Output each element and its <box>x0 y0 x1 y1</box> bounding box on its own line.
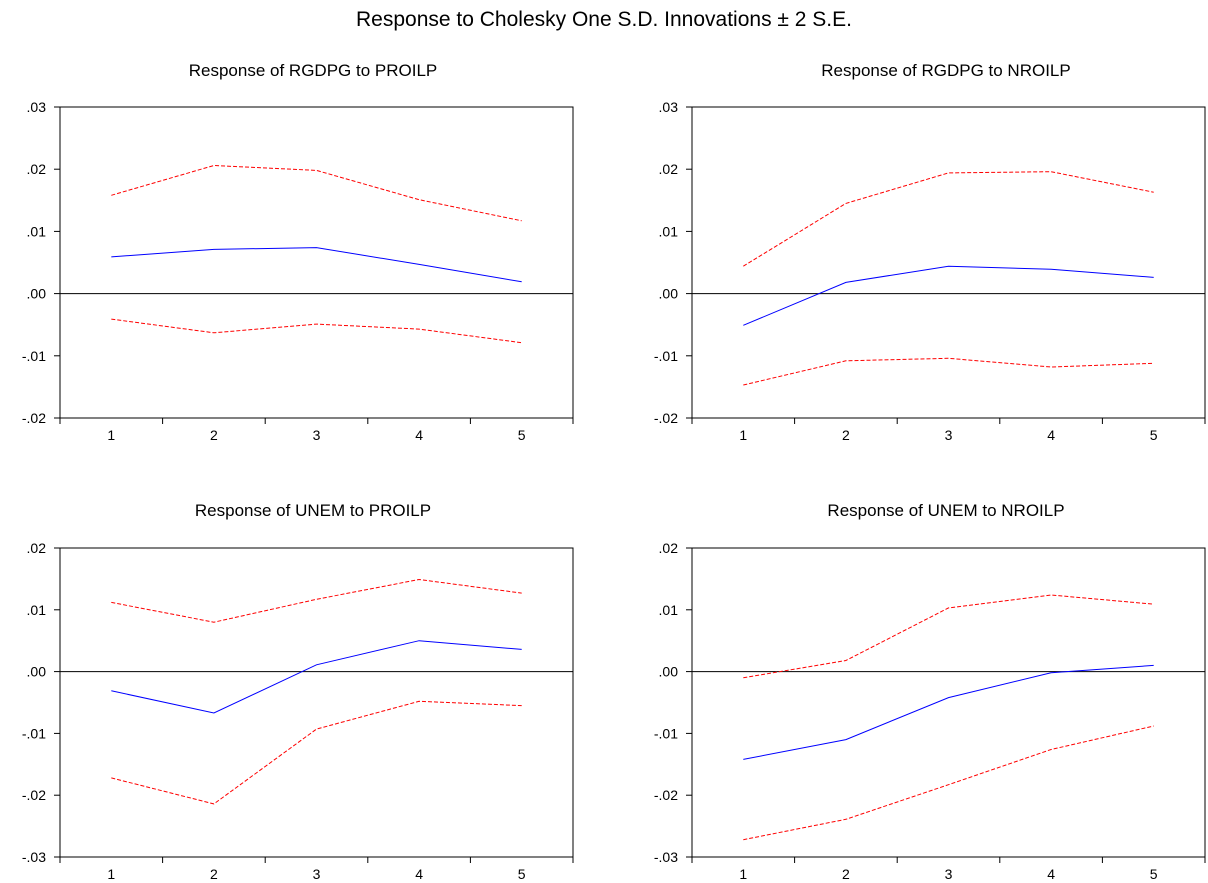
y-tick-label: .03 <box>27 99 47 115</box>
y-tick-label: .02 <box>27 540 47 556</box>
y-tick-label: -.02 <box>654 787 678 803</box>
panel-title-unem-proilp: Response of UNEM to PROILP <box>194 501 432 520</box>
x-tick-label: 5 <box>518 427 526 443</box>
panel-title-unem-nroilp: Response of UNEM to NROILP <box>827 501 1065 520</box>
upper-band-line <box>111 164 522 222</box>
x-tick-label: 5 <box>518 866 526 882</box>
x-tick-label: 3 <box>313 866 321 882</box>
x-tick-label: 3 <box>313 427 321 443</box>
x-tick-label: 5 <box>1150 866 1158 882</box>
response-line <box>111 247 522 283</box>
y-tick-label: .01 <box>27 223 47 239</box>
x-tick-label: 2 <box>842 427 850 443</box>
y-tick-label: -.02 <box>654 410 678 426</box>
upper-band-line <box>111 578 522 623</box>
response-line <box>111 640 522 714</box>
chart-rgdpg-nroilp: .03 .02 .01 .00 -.01 -.02 1 2 3 4 5 <box>654 99 1206 443</box>
y-tick-label: .02 <box>659 161 679 177</box>
plot-frame <box>691 547 1206 858</box>
panel-title-rgdpg-nroilp: Response of RGDPG to NROILP <box>821 61 1071 80</box>
y-tick-label: -.01 <box>654 725 678 741</box>
y-tick-label: -.02 <box>22 410 46 426</box>
y-tick-label: .00 <box>659 286 679 302</box>
main-title: Response to Cholesky One S.D. Innovation… <box>356 8 852 31</box>
y-tick-label: .00 <box>27 286 47 302</box>
y-tick-label: .01 <box>27 602 47 618</box>
x-tick-label: 1 <box>739 866 747 882</box>
x-tick-label: 4 <box>415 427 423 443</box>
lower-band-line <box>743 725 1154 841</box>
x-tick-label: 5 <box>1150 427 1158 443</box>
y-tick-label: .01 <box>659 223 679 239</box>
y-tick-label: .03 <box>659 99 679 115</box>
x-tick-label: 3 <box>945 427 953 443</box>
x-tick-label: 4 <box>1047 866 1055 882</box>
x-tick-label: 1 <box>107 427 115 443</box>
response-line <box>743 265 1154 326</box>
upper-band-line <box>743 594 1154 679</box>
y-tick-label: -.02 <box>22 787 46 803</box>
lower-band-line <box>111 318 522 344</box>
panel-title-rgdpg-proilp: Response of RGDPG to PROILP <box>188 61 438 80</box>
lower-band-line <box>743 357 1154 386</box>
x-tick-label: 2 <box>842 866 850 882</box>
y-tick-label: .00 <box>659 664 679 680</box>
x-tick-label: 3 <box>945 866 953 882</box>
y-tick-label: -.03 <box>22 849 46 865</box>
x-tick-label: 2 <box>210 866 218 882</box>
chart-rgdpg-proilp: .03 .02 .01 .00 -.01 -.02 1 2 3 4 5 <box>22 99 574 443</box>
y-tick-label: -.01 <box>22 725 46 741</box>
x-tick-label: 1 <box>739 427 747 443</box>
x-tick-label: 2 <box>210 427 218 443</box>
x-tick-label: 4 <box>1047 427 1055 443</box>
plot-frame <box>59 106 574 419</box>
x-tick-label: 4 <box>415 866 423 882</box>
chart-unem-proilp: .02 .01 .00 -.01 -.02 -.03 1 2 3 4 5 <box>22 540 574 882</box>
y-tick-label: -.01 <box>654 348 678 364</box>
plot-frame <box>59 547 574 858</box>
y-tick-label: .02 <box>659 540 679 556</box>
x-tick-label: 1 <box>107 866 115 882</box>
y-tick-label: -.03 <box>654 849 678 865</box>
y-tick-label: .02 <box>27 161 47 177</box>
lower-band-line <box>111 700 522 805</box>
response-line <box>743 664 1154 760</box>
upper-band-line <box>743 171 1154 267</box>
plot-frame <box>691 106 1206 419</box>
y-tick-label: .00 <box>27 664 47 680</box>
y-tick-label: -.01 <box>22 348 46 364</box>
y-tick-label: .01 <box>659 602 679 618</box>
chart-unem-nroilp: .02 .01 .00 -.01 -.02 -.03 1 2 3 4 5 <box>654 540 1206 882</box>
